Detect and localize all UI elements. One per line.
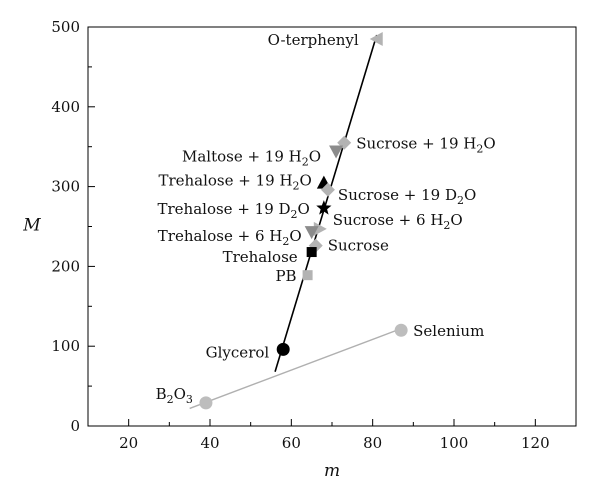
marker-triangle-down	[329, 145, 344, 159]
marker-circle	[199, 396, 213, 410]
y-axis-title: M	[22, 216, 41, 236]
x-tick-label: 60	[282, 434, 301, 452]
point-label: Selenium	[413, 322, 484, 340]
marker-star	[316, 200, 332, 215]
point-label: Trehalose + 19 H2O	[158, 172, 311, 193]
point-label: Trehalose + 19 D2O	[158, 200, 310, 221]
point-label: Maltose + 19 H2O	[182, 147, 321, 168]
x-tick-label: 120	[521, 434, 550, 452]
point-label: Trehalose + 6 H2O	[158, 227, 302, 248]
x-tick-label: 100	[440, 434, 469, 452]
fit-line-gray	[189, 327, 402, 410]
fit-line-black	[274, 34, 378, 372]
y-tick-label: 400	[51, 98, 80, 116]
y-tick-label: 500	[51, 18, 80, 36]
point-label: Glycerol	[206, 343, 270, 361]
point-label: Trehalose	[223, 248, 298, 266]
marker-triangle-left	[369, 31, 383, 46]
x-tick-label: 80	[363, 434, 382, 452]
point-label: Sucrose + 19 H2O	[356, 135, 495, 156]
marker-circle	[276, 342, 290, 356]
point-label: O-terphenyl	[268, 31, 359, 49]
y-tick-label: 300	[51, 178, 80, 196]
data-points	[199, 31, 408, 410]
marker-square	[302, 270, 313, 281]
point-label: Sucrose + 19 D2O	[338, 186, 476, 207]
fit-lines	[189, 34, 402, 410]
marker-triangle-right	[313, 221, 327, 236]
axis-ticks	[87, 26, 577, 427]
y-tick-label: 100	[51, 337, 80, 355]
marker-circle	[394, 323, 408, 337]
point-label: PB	[275, 267, 296, 285]
y-tick-label: 200	[51, 257, 80, 275]
y-tick-label: 0	[70, 417, 80, 435]
marker-triangle-down	[304, 226, 319, 240]
axis-tick-labels: 20 40 60 80 100 120 0 100 200 300 400 500	[51, 18, 549, 452]
marker-diamond	[320, 182, 335, 197]
marker-square	[306, 247, 317, 258]
point-label: Sucrose	[328, 237, 389, 255]
point-labels: O-terphenyl Sucrose + 19 H2O Maltose + 19 …	[156, 31, 496, 406]
x-tick-label: 40	[200, 434, 219, 452]
x-tick-label: 20	[119, 434, 138, 452]
point-label: Sucrose + 6 H2O	[333, 211, 463, 232]
x-axis-title: m	[324, 461, 340, 481]
point-label: B2O3	[156, 385, 193, 406]
